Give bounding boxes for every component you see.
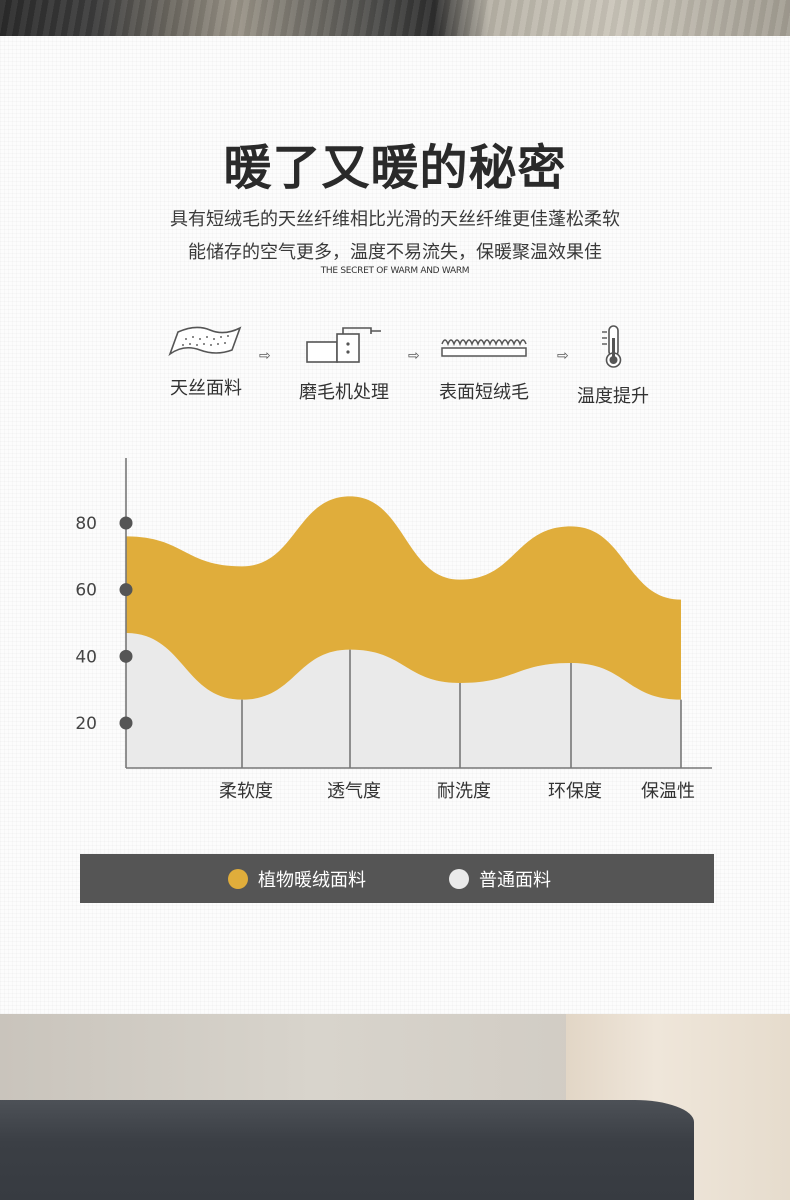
description-line-2: 能储存的空气更多，温度不易流失，保暖聚温效果佳: [188, 242, 602, 263]
chart-legend: 植物暖绒面料 普通面料: [80, 854, 714, 903]
x-category-label: 环保度: [548, 781, 602, 802]
y-tick-dot: [119, 583, 133, 597]
x-category-label: 保温性: [641, 781, 695, 802]
y-tick-label: 60: [75, 581, 97, 601]
legend-item-warm-fabric: 植物暖绒面料: [228, 866, 366, 892]
description-line-1: 具有短绒毛的天丝纤维相比光滑的天丝纤维更佳蓬松柔软: [170, 209, 620, 230]
thermometer-icon: [602, 325, 622, 368]
y-tick-dot: [119, 716, 133, 730]
comparison-area-chart: 20 40 60 80 柔软度 透气度 耐洗度 环保度 保温性: [75, 458, 712, 802]
process-arrow-icon: ⇨: [408, 348, 420, 364]
bottom-product-photo: [0, 1014, 790, 1200]
top-product-photo: [0, 0, 790, 36]
series-area-warm-fabric: [126, 496, 681, 700]
process-step-label: 表面短绒毛: [439, 382, 529, 403]
y-tick-label: 40: [75, 647, 97, 667]
legend-item-ordinary-fabric: 普通面料: [449, 866, 551, 892]
series-area-ordinary-fabric: [126, 633, 681, 768]
short-fleece-icon: [441, 339, 527, 357]
legend-swatch: [228, 869, 248, 889]
process-step-label: 天丝面料: [170, 378, 242, 399]
process-step-label: 温度提升: [577, 386, 649, 407]
process-step-temperature: 温度提升: [548, 322, 678, 408]
legend-label: 植物暖绒面料: [258, 870, 366, 891]
brushing-machine-icon: [306, 327, 381, 363]
process-step-label: 磨毛机处理: [299, 382, 389, 403]
x-category-label: 耐洗度: [437, 781, 491, 802]
x-category-label: 透气度: [327, 781, 381, 802]
page-title: 暖了又暖的秘密: [223, 140, 567, 196]
legend-swatch: [449, 869, 469, 889]
process-step-fabric: 天丝面料: [141, 322, 271, 400]
y-tick-label: 20: [75, 714, 97, 734]
process-step-fleece: 表面短绒毛: [419, 322, 549, 404]
x-category-label: 柔软度: [219, 781, 273, 802]
process-arrow-icon: ⇨: [259, 348, 271, 364]
fabric-swatch-icon: [168, 326, 242, 357]
process-step-brushing: 磨毛机处理: [279, 322, 409, 404]
y-tick-dot: [119, 649, 133, 663]
legend-label: 普通面料: [479, 870, 551, 891]
sofa-headboard: [0, 1100, 694, 1200]
process-arrow-icon: ⇨: [557, 348, 569, 364]
y-tick-dot: [119, 516, 133, 530]
english-subtitle: THE SECRET OF WARM AND WARM: [320, 266, 470, 276]
y-tick-label: 80: [75, 514, 97, 534]
